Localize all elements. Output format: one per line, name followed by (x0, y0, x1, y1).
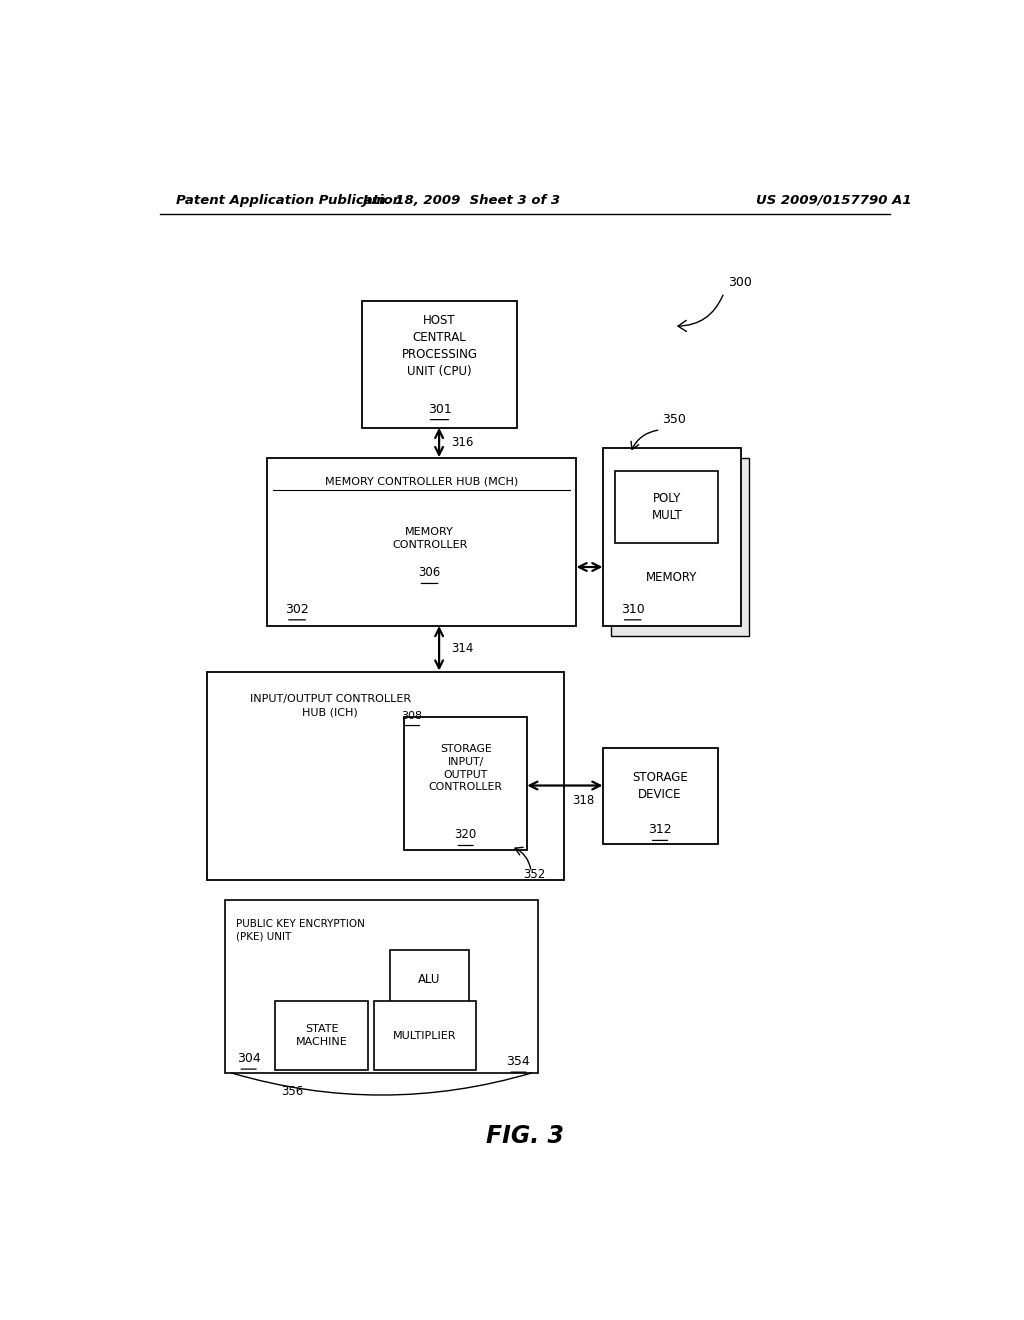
Bar (404, 718, 527, 850)
Text: STATE
MACHINE: STATE MACHINE (296, 1024, 347, 1047)
Text: 314: 314 (451, 642, 473, 655)
FancyArrowPatch shape (231, 1073, 531, 1096)
Bar (390, 950, 469, 1008)
Text: 301: 301 (428, 403, 452, 416)
Bar (362, 301, 517, 428)
Text: INPUT/OUTPUT CONTROLLER
HUB (ICH): INPUT/OUTPUT CONTROLLER HUB (ICH) (250, 694, 411, 717)
Text: 350: 350 (663, 413, 686, 426)
Text: 352: 352 (523, 869, 546, 882)
Text: 302: 302 (285, 603, 309, 615)
Text: Patent Application Publication: Patent Application Publication (176, 194, 401, 206)
Text: Jun. 18, 2009  Sheet 3 of 3: Jun. 18, 2009 Sheet 3 of 3 (362, 194, 560, 206)
Bar (602, 748, 718, 845)
Text: 316: 316 (451, 437, 473, 450)
Bar (274, 1001, 369, 1071)
Bar (207, 672, 564, 880)
Text: 312: 312 (648, 824, 672, 837)
Text: 308: 308 (401, 711, 423, 722)
Text: 320: 320 (455, 829, 477, 841)
Text: MEMORY CONTROLLER HUB (MCH): MEMORY CONTROLLER HUB (MCH) (325, 477, 518, 487)
Bar (610, 458, 750, 636)
Text: 356: 356 (282, 1085, 303, 1098)
Text: 354: 354 (507, 1055, 530, 1068)
FancyArrowPatch shape (631, 430, 657, 449)
Text: 318: 318 (572, 793, 595, 807)
Text: FIG. 3: FIG. 3 (485, 1125, 564, 1148)
Bar (225, 900, 539, 1073)
Bar (615, 471, 719, 543)
Text: STORAGE
DEVICE: STORAGE DEVICE (632, 771, 688, 801)
Text: HOST
CENTRAL
PROCESSING
UNIT (CPU): HOST CENTRAL PROCESSING UNIT (CPU) (401, 314, 477, 378)
Text: 306: 306 (419, 566, 440, 579)
Text: MEMORY
CONTROLLER: MEMORY CONTROLLER (392, 527, 467, 550)
Text: 304: 304 (237, 1052, 260, 1065)
Text: POLY
MULT: POLY MULT (651, 492, 682, 521)
Bar (374, 1001, 475, 1071)
Text: 310: 310 (621, 603, 644, 615)
Text: STORAGE
INPUT/
OUTPUT
CONTROLLER: STORAGE INPUT/ OUTPUT CONTROLLER (429, 744, 503, 792)
FancyArrowPatch shape (678, 296, 723, 331)
FancyArrowPatch shape (515, 847, 530, 869)
Text: ALU: ALU (419, 973, 440, 986)
Text: MEMORY: MEMORY (646, 570, 697, 583)
Text: US 2009/0157790 A1: US 2009/0157790 A1 (757, 194, 912, 206)
Text: PUBLIC KEY ENCRYPTION
(PKE) UNIT: PUBLIC KEY ENCRYPTION (PKE) UNIT (236, 919, 365, 942)
Text: 300: 300 (728, 276, 752, 289)
Bar (602, 447, 741, 626)
Text: MULTIPLIER: MULTIPLIER (393, 1031, 457, 1040)
Bar (267, 458, 577, 626)
